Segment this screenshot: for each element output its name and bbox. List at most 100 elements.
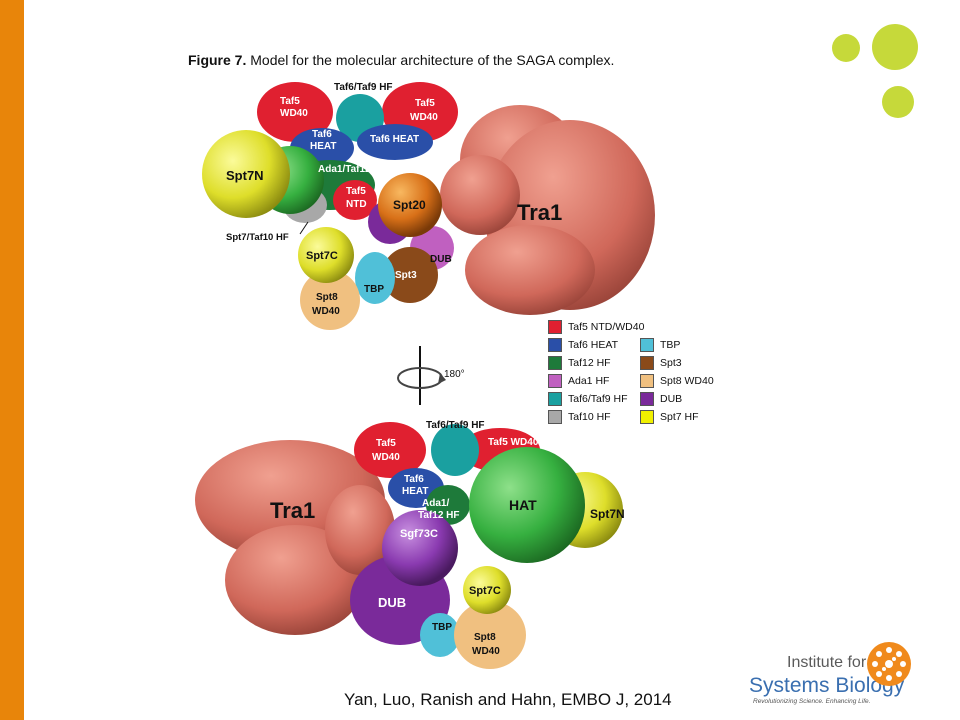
decorative-dot [872,24,918,70]
figure-caption: Model for the molecular architecture of … [250,52,615,68]
label-taf6-taf9-hf: Taf6/Taf9 HF [426,420,485,431]
spt8-density [454,601,526,669]
legend-label: DUB [660,393,683,405]
spt8-density [300,270,360,330]
rotation-label: 180° [444,369,465,380]
isb-dots-icon [867,642,911,686]
legend-item: Taf6/Taf9 HF [548,392,628,406]
taf5-wd40-density [257,82,333,142]
label-spt7n: Spt7N [226,168,264,183]
label-spt8-wd40-2: WD40 [472,646,500,657]
legend-label: Taf5 NTD/WD40 [568,321,645,333]
legend-swatch [548,356,562,370]
spt7c-sphere [463,566,511,614]
bottom-view: Taf6/Taf9 HF Taf5 WD40 Taf5 WD40 Taf6 HE… [195,420,625,669]
label-taf6-heat-left: Taf6 [312,129,332,140]
label-ada1-taf12-hf: Ada1/ [422,498,449,509]
legend-item: DUB [640,392,682,406]
label-taf5-wd40-left: Taf5 [376,438,396,449]
tbp-density [355,252,395,304]
label-taf5-wd40-left: Taf5 [280,96,300,107]
legend-item: Taf5 NTD/WD40 [548,320,644,334]
logo-line-2: Systems Biology [749,674,905,697]
legend-label: Spt8 WD40 [660,375,714,387]
legend-label: Taf10 HF [568,411,611,423]
label-spt3: Spt3 [395,270,417,281]
label-spt7n: Spt7N [590,507,625,521]
legend-item: Spt8 WD40 [640,374,714,388]
label-tbp: TBP [432,622,452,633]
legend-item: Taf12 HF [548,356,611,370]
hat-sphere [469,447,585,563]
label-taf6-heat: Taf6 [404,474,424,485]
legend-label: Taf12 HF [568,357,611,369]
tra1-density [440,105,655,315]
legend-swatch [548,338,562,352]
spt7c-sphere [298,227,354,283]
taf6-taf9-density [431,424,479,476]
legend-swatch [640,374,654,388]
legend-label: Spt7 HF [660,411,699,423]
label-taf6-heat-left-2: HEAT [310,141,336,152]
orange-accent-bar [0,0,24,720]
label-taf6-heat-2: HEAT [402,486,428,497]
label-sgf73c: Sgf73C [400,528,438,540]
label-taf5-ntd-2: NTD [346,199,367,210]
sgf73c-sphere [382,510,458,586]
decorative-dot [832,34,860,62]
taf6-heat-density [357,124,433,160]
legend-item: Spt7 HF [640,410,699,424]
taf5-ntd-density [333,180,377,220]
legend-label: Taf6/Taf9 HF [568,393,628,405]
label-tbp: TBP [364,284,384,295]
legend-item: Taf10 HF [548,410,611,424]
label-taf5-ntd: Taf5 [346,186,366,197]
legend-item: Taf6 HEAT [548,338,618,352]
citation: Yan, Luo, Ranish and Hahn, EMBO J, 2014 [344,690,672,709]
label-taf5-wd40-right: Taf5 [415,98,435,109]
label-spt20: Spt20 [393,198,426,212]
legend-label: TBP [660,339,681,351]
isb-logo: Institute for Systems Biology Revolution… [745,640,925,712]
label-spt7c: Spt7C [306,250,338,262]
label-taf5-wd40-right: Taf5 WD40 [488,437,539,448]
tra1-density [195,440,395,635]
label-spt8-wd40-2: WD40 [312,306,340,317]
legend-label: Spt3 [660,357,682,369]
legend-swatch [548,374,562,388]
label-taf5-wd40-left-2: WD40 [372,452,400,463]
label-hat: HAT [509,497,537,513]
label-ada1-taf12-hf: Ada1/Taf12 HF [318,164,387,175]
legend-item: Spt3 [640,356,682,370]
label-dub: DUB [378,595,406,610]
legend-swatch [548,320,562,334]
label-tra1: Tra1 [270,498,315,523]
pointer-line [299,221,309,235]
tbp-density [420,613,460,657]
label-dub: DUB [430,254,452,265]
rotation-icon: 180° [397,346,465,405]
label-spt7-taf10-hf: Spt7/Taf10 HF [226,232,289,243]
figure-label: Figure 7. [188,52,247,68]
logo-line-1: Institute for [787,654,867,671]
legend-label: Ada1 HF [568,375,610,387]
label-taf5-wd40-left-2: WD40 [280,108,308,119]
legend-item: Ada1 HF [548,374,609,388]
decorative-dot [882,86,914,118]
label-spt8-wd40: Spt8 [316,292,338,303]
label-taf6-taf9-hf: Taf6/Taf9 HF [334,82,393,93]
taf5-wd40-density [354,422,426,478]
logo-tagline: Revolutionizing Science. Enhancing Life. [753,698,871,705]
legend-swatch [640,392,654,406]
label-spt8-wd40: Spt8 [474,632,496,643]
spt3-density [382,247,438,303]
spt20-sphere [378,173,442,237]
legend-swatch [548,410,562,424]
legend-swatch [640,338,654,352]
label-ada1-taf12-hf-2: Taf12 HF [418,510,460,521]
legend-swatch [640,356,654,370]
label-tra1: Tra1 [517,200,562,225]
top-view: Taf6/Taf9 HF Taf5 WD40 Taf5 WD40 Taf6 HE… [202,82,655,330]
legend-swatch [640,410,654,424]
